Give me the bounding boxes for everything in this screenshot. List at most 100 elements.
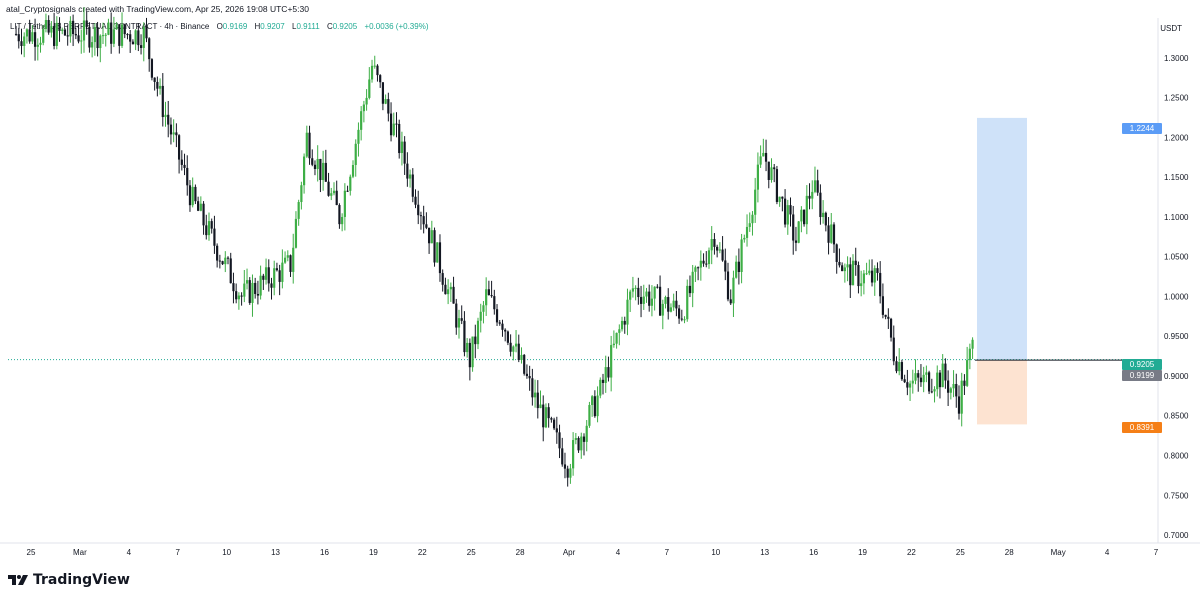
- candle-body: [47, 20, 50, 33]
- candle-body: [694, 267, 697, 272]
- candle-body: [824, 212, 827, 226]
- candle-body: [851, 260, 855, 286]
- candle-body: [846, 264, 849, 268]
- candle-body: [425, 224, 428, 228]
- candle-body: [188, 185, 192, 206]
- candle-body: [811, 191, 814, 199]
- candle-body: [110, 22, 113, 44]
- candle-body: [745, 226, 749, 238]
- brand-name: TradingView: [33, 572, 130, 588]
- candle-body: [941, 363, 944, 388]
- target-price-tag: 1.2244: [1122, 123, 1162, 134]
- candle-body: [286, 255, 289, 258]
- candle-body: [813, 180, 817, 192]
- candle-body: [74, 34, 77, 36]
- x-tick-label: 7: [1154, 548, 1159, 557]
- y-tick-label: 1.2000: [1164, 133, 1189, 142]
- candle-body: [908, 383, 912, 388]
- candle-body: [158, 85, 162, 89]
- candle-body: [629, 291, 632, 300]
- candle-body: [593, 396, 596, 417]
- candle-body: [270, 283, 273, 288]
- close-value: 0.9205: [332, 22, 358, 31]
- candle-body: [612, 343, 615, 346]
- candle-body: [710, 239, 713, 251]
- candle-body: [324, 162, 327, 182]
- candle-body: [699, 260, 702, 268]
- y-tick-label: 1.3000: [1164, 54, 1189, 63]
- candle-body: [631, 288, 635, 292]
- candle-body: [550, 418, 553, 420]
- candle-body: [167, 114, 170, 125]
- candle-body: [925, 372, 928, 375]
- candle-body: [789, 205, 792, 215]
- x-tick-label: 13: [760, 548, 769, 557]
- candle-body: [330, 193, 333, 196]
- x-tick-label: 28: [1005, 548, 1014, 557]
- candle-body: [653, 286, 656, 299]
- candle-body: [191, 186, 194, 206]
- candle-body: [669, 307, 673, 312]
- candle-body: [379, 75, 382, 83]
- candle-body: [936, 372, 939, 390]
- candle-body: [254, 282, 257, 294]
- candle-body: [305, 132, 308, 157]
- candle-body: [729, 299, 732, 304]
- candle-body: [838, 261, 841, 266]
- price-axis-unit[interactable]: USDT: [1160, 24, 1182, 33]
- candle-body: [389, 113, 393, 136]
- change-value: +0.0036 (+0.39%): [364, 22, 429, 31]
- candle-body: [808, 195, 811, 199]
- candle-body: [387, 99, 390, 114]
- candle-body: [781, 196, 784, 199]
- candle-body: [963, 380, 966, 386]
- candle-body: [123, 24, 126, 35]
- symbol-name[interactable]: LIT / TetherUS PERPETUAL CONTRACT · 4h ·…: [10, 22, 210, 31]
- candle-body: [400, 141, 404, 154]
- candle-body: [251, 282, 254, 303]
- candle-body: [873, 268, 876, 283]
- candle-body: [316, 158, 319, 169]
- candle-body: [827, 225, 830, 243]
- candle-body: [20, 41, 23, 46]
- candle-body: [368, 79, 371, 98]
- y-tick-label: 1.1000: [1164, 213, 1189, 222]
- candle-body: [773, 167, 776, 170]
- candle-body: [61, 29, 64, 31]
- candle-body: [479, 311, 482, 321]
- candle-body: [262, 275, 265, 280]
- candle-body: [360, 111, 363, 130]
- candle-body: [501, 323, 504, 330]
- candle-body: [957, 396, 961, 414]
- candle-body: [354, 143, 357, 165]
- candle-body: [596, 395, 599, 417]
- y-tick-label: 0.9500: [1164, 332, 1189, 341]
- candle-body: [778, 196, 781, 202]
- candle-body: [618, 329, 621, 333]
- candle-body: [335, 190, 338, 206]
- y-tick-label: 1.0500: [1164, 253, 1189, 262]
- candle-body: [180, 159, 183, 165]
- tradingview-logo[interactable]: TradingView: [8, 572, 130, 588]
- candle-body: [819, 192, 822, 218]
- candle-body: [857, 265, 860, 287]
- candle-body: [705, 263, 708, 265]
- candle-body: [77, 35, 80, 42]
- candle-body: [150, 59, 154, 78]
- candle-body: [697, 267, 700, 269]
- candle-body: [376, 65, 379, 76]
- stop-price-tag: 0.8391: [1122, 422, 1162, 433]
- candle-body: [444, 284, 447, 295]
- candle-body: [370, 65, 374, 80]
- candle-body: [197, 201, 200, 211]
- candle-body: [955, 383, 958, 397]
- candle-body: [531, 378, 534, 398]
- candle-body: [512, 346, 515, 352]
- candle-body: [327, 181, 330, 196]
- candle-body: [14, 33, 18, 35]
- candle-body: [737, 261, 740, 273]
- candle-body: [783, 198, 787, 225]
- candle-body: [504, 329, 507, 332]
